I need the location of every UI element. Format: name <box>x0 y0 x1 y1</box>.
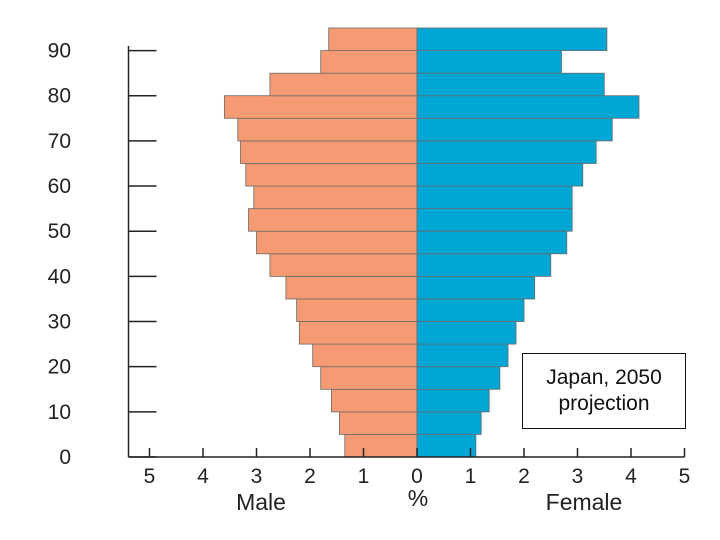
y-tick-label-30: 30 <box>48 311 71 334</box>
bar-female-5-9 <box>416 411 482 435</box>
annotation-line-1: Japan, 2050 <box>546 366 662 389</box>
bar-male-55-59 <box>253 185 418 210</box>
bar-female-10-14 <box>416 388 490 413</box>
bar-female-15-19 <box>416 366 501 390</box>
bar-male-5-9 <box>338 411 418 435</box>
bar-female-35-39 <box>416 275 536 300</box>
y-tick-label-60: 60 <box>48 175 71 198</box>
bar-female-20-24 <box>416 343 509 368</box>
x-label-male: Male <box>236 489 286 515</box>
bar-male-45-49 <box>256 230 418 255</box>
bar-male-85-89 <box>320 50 418 74</box>
x-tick-label-1: 4 <box>197 465 209 488</box>
bar-male-30-34 <box>296 298 418 322</box>
bar-male-80-84 <box>269 72 418 97</box>
bar-male-35-39 <box>285 275 418 300</box>
bar-female-80-84 <box>416 72 605 97</box>
bar-male-65-69 <box>240 140 418 164</box>
x-tick-label-2: 3 <box>251 465 263 488</box>
bar-male-10-14 <box>330 388 418 413</box>
bar-male-25-29 <box>298 321 418 345</box>
x-tick-label-4: 1 <box>358 465 370 488</box>
x-tick-label-0: 5 <box>144 465 156 488</box>
y-tick-label-80: 80 <box>48 85 71 108</box>
y-tick-label-10: 10 <box>48 401 71 424</box>
bar-female-0-4 <box>416 433 477 458</box>
bar-female-40-44 <box>416 253 552 277</box>
bar-female-90-94 <box>416 27 608 52</box>
axes-group <box>127 46 686 458</box>
bar-male-70-74 <box>237 117 418 142</box>
bar-male-40-44 <box>269 253 418 277</box>
bar-female-25-29 <box>416 321 517 345</box>
x-tick-label-3: 2 <box>304 465 316 488</box>
bar-male-90-94 <box>328 27 418 52</box>
x-tick-label-8: 3 <box>572 465 584 488</box>
x-tick-label-9: 4 <box>625 465 637 488</box>
x-tick-label-5: 0 <box>411 465 423 488</box>
bars-group <box>223 27 640 458</box>
bar-female-55-59 <box>416 185 573 210</box>
bar-female-70-74 <box>416 117 613 142</box>
annotation-line-2: projection <box>558 392 650 415</box>
x-label-female: Female <box>546 489 623 515</box>
bar-male-50-54 <box>248 208 418 232</box>
y-tick-label-0: 0 <box>59 446 71 469</box>
y-tick-label-90: 90 <box>48 40 71 63</box>
y-tick-label-70: 70 <box>48 130 71 153</box>
y-tick-label-50: 50 <box>48 220 71 243</box>
bar-male-15-19 <box>320 366 418 390</box>
y-tick-label-40: 40 <box>48 265 71 288</box>
bar-male-20-24 <box>312 343 418 368</box>
bar-female-60-64 <box>416 163 584 187</box>
bar-male-60-64 <box>245 163 418 187</box>
bar-female-85-89 <box>416 50 562 74</box>
bar-female-30-34 <box>416 298 525 322</box>
bar-female-75-79 <box>416 95 640 119</box>
x-tick-label-7: 2 <box>518 465 530 488</box>
annotation-box: Japan, 2050 projection <box>522 353 686 429</box>
bar-male-75-79 <box>223 95 418 119</box>
bar-female-45-49 <box>416 230 568 255</box>
x-tick-label-10: 5 <box>679 465 691 488</box>
bar-female-65-69 <box>416 140 597 164</box>
x-label-percent: % <box>408 485 428 511</box>
y-tick-label-20: 20 <box>48 356 71 379</box>
bar-male-0-4 <box>344 433 418 458</box>
bar-female-50-54 <box>416 208 573 232</box>
x-tick-label-6: 1 <box>465 465 477 488</box>
